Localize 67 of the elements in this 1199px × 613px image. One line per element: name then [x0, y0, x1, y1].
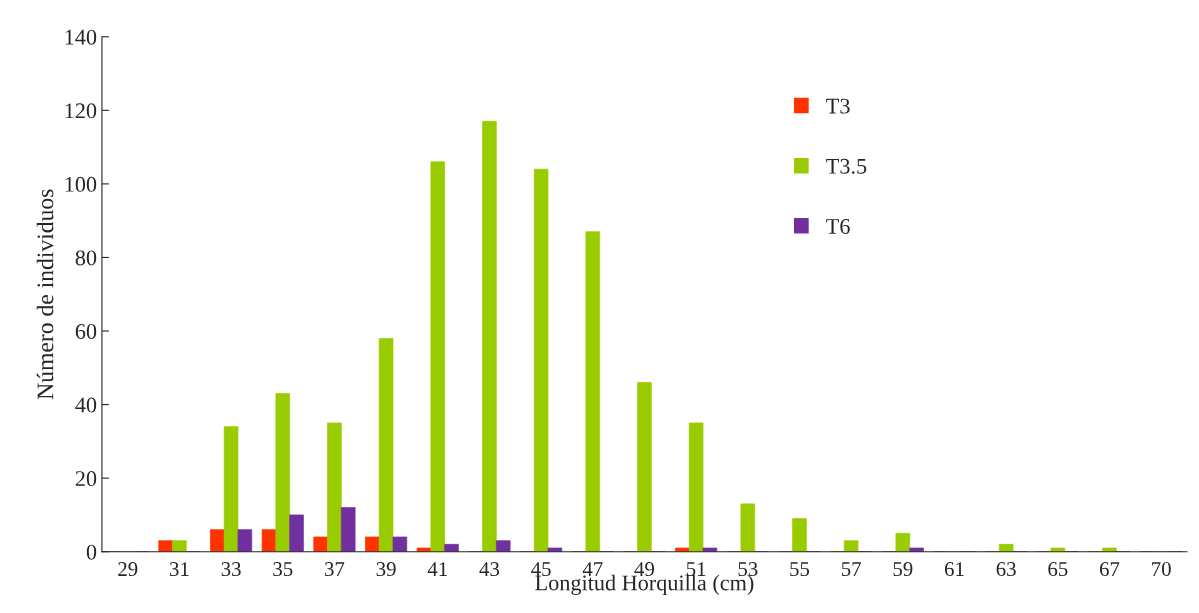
bar [365, 536, 380, 552]
bar [237, 529, 253, 552]
x-tick-label: 49 [634, 562, 655, 577]
x-tick-label: 63 [996, 562, 1016, 577]
y-tick-label: 80 [75, 250, 97, 266]
x-tick-label: 31 [170, 562, 189, 577]
y-tick-label: 20 [75, 471, 97, 487]
y-tick-label: 40 [75, 397, 97, 413]
bar [843, 540, 859, 552]
x-tick-label: 33 [221, 562, 241, 577]
x-tick-label: 43 [479, 562, 500, 577]
bar [261, 529, 277, 552]
bar [430, 161, 446, 552]
y-tick-label: 140 [65, 29, 97, 45]
x-tick-label: 35 [273, 562, 293, 577]
bar [210, 529, 225, 552]
x-tick-label: 67 [1099, 562, 1120, 577]
legend-label: T3.5 [826, 158, 867, 174]
bar [327, 422, 342, 552]
x-axis-title: Longitud Horquilla (cm) [535, 574, 754, 595]
bar [378, 338, 394, 552]
bar [416, 547, 432, 552]
x-tick-label: 55 [790, 562, 810, 577]
bar [702, 547, 718, 552]
x-tick-label: 37 [325, 562, 345, 577]
y-axis-title: Número de individuos [36, 189, 54, 400]
x-tick-label: 70 [1152, 562, 1171, 577]
y-tick-label: 60 [75, 323, 97, 339]
bar [275, 393, 290, 552]
bar [482, 121, 497, 552]
bar [909, 547, 924, 552]
bar [313, 536, 328, 552]
x-tick-label: 53 [738, 562, 758, 577]
bar [585, 231, 601, 552]
bar [895, 532, 911, 552]
y-tick-label: 120 [65, 103, 97, 119]
bar [637, 382, 652, 552]
bar [223, 426, 239, 552]
x-tick-label: 45 [531, 562, 551, 577]
bar [1102, 547, 1117, 552]
x-tick-label: 61 [944, 562, 964, 577]
bar [1050, 547, 1066, 552]
y-tick-label: 100 [65, 176, 97, 192]
legend-label: T3 [826, 98, 850, 114]
bar [289, 514, 304, 552]
legend-label: T6 [826, 218, 850, 234]
bar [172, 540, 187, 552]
bar [998, 543, 1014, 552]
bar [688, 422, 704, 552]
x-tick-label: 47 [582, 562, 603, 576]
bar [495, 540, 511, 552]
x-tick-label: 59 [893, 562, 913, 577]
bar [444, 543, 459, 552]
bar [533, 168, 549, 552]
bar [340, 507, 356, 552]
x-tick-label: 41 [427, 562, 447, 576]
x-tick-label: 39 [376, 562, 396, 577]
x-tick-label: 57 [841, 562, 861, 577]
bar [392, 536, 408, 552]
x-tick-label: 29 [118, 562, 138, 577]
bar [675, 547, 690, 552]
bar [158, 540, 173, 552]
y-tick-label: 0 [86, 544, 97, 560]
bar [740, 503, 756, 552]
bar [547, 547, 563, 552]
x-tick-label: 65 [1048, 562, 1068, 577]
bar [792, 518, 807, 552]
